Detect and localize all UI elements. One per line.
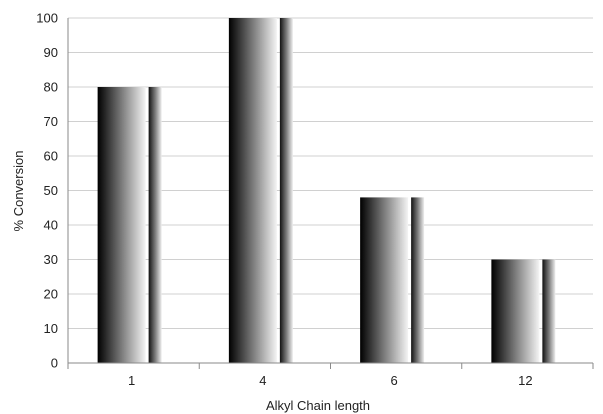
bar-cap [279,18,293,363]
bar-cap [148,87,162,363]
y-tick-label: 90 [44,45,58,60]
x-tick-label: 4 [259,373,266,388]
axes [67,18,594,369]
x-tick-label: 12 [518,373,532,388]
bar-cap [411,197,425,363]
y-axis-ticks: 0 10 20 30 40 50 60 70 80 90 100 [36,11,58,371]
y-tick-label: 40 [44,218,58,233]
bar-12 [491,259,556,363]
bars [97,18,556,363]
y-tick-label: 10 [44,321,58,336]
y-tick-label: 80 [44,80,58,95]
bar-body [491,259,540,363]
bar-body [97,87,146,363]
y-tick-label: 20 [44,287,58,302]
x-tick-label: 1 [128,373,135,388]
y-axis-title: % Conversion [11,151,26,232]
x-axis-ticks: 1 4 6 12 [128,373,533,388]
y-tick-label: 30 [44,252,58,267]
y-tick-label: 0 [51,356,58,371]
y-tick-label: 50 [44,183,58,198]
bar-cap [542,259,556,363]
bar-4 [228,18,293,363]
bar-body [360,197,409,363]
y-tick-label: 70 [44,114,58,129]
x-axis-title: Alkyl Chain length [266,398,370,413]
bar-6 [360,197,425,363]
y-tick-label: 100 [36,11,58,26]
bar-1 [97,87,162,363]
y-tick-label: 60 [44,149,58,164]
x-tick-label: 6 [391,373,398,388]
bar-body [228,18,277,363]
